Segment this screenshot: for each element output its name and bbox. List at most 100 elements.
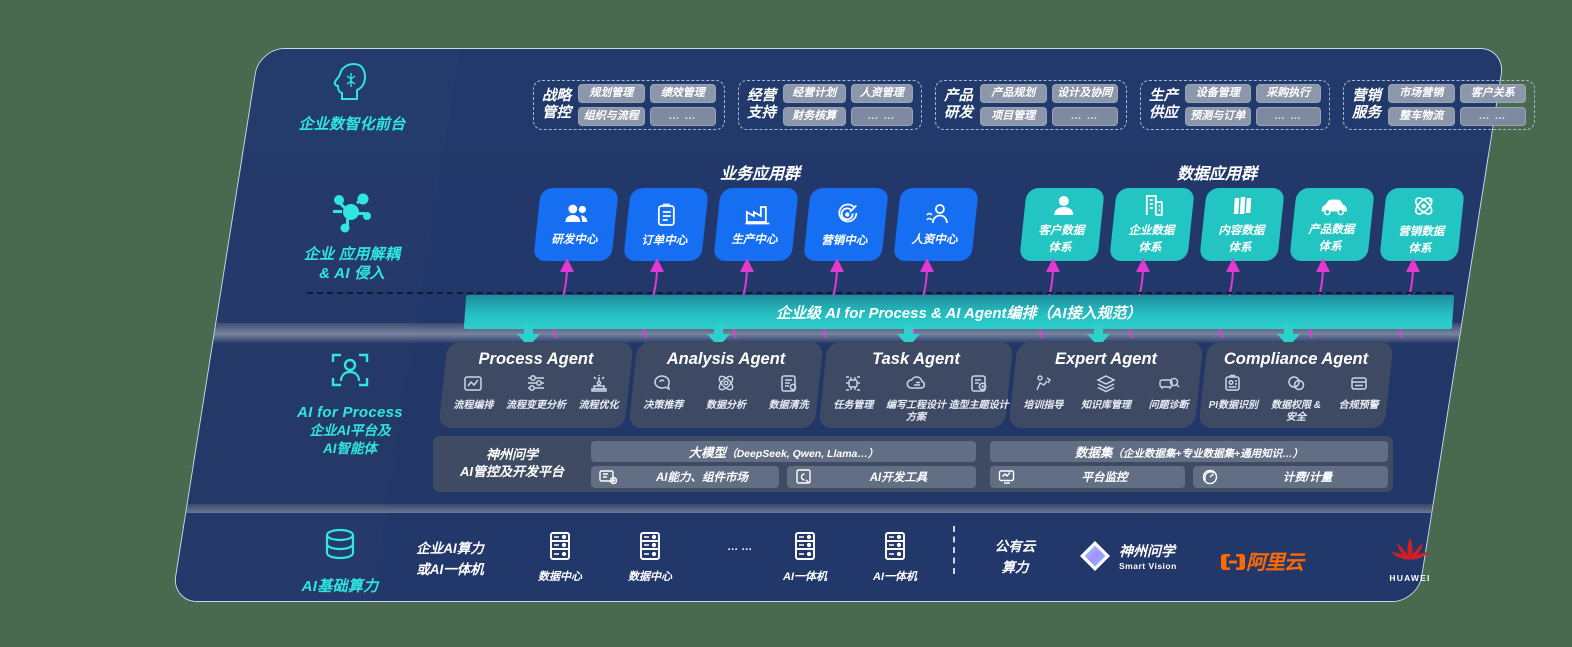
- rail-label-2: 企业AI平台及: [309, 423, 391, 438]
- platform-dev-tools[interactable]: AI开发工具: [787, 466, 976, 488]
- infra-node-ai-appliance-2[interactable]: AI一体机: [850, 530, 940, 584]
- app-card-order-center[interactable]: 订单中心: [623, 188, 709, 261]
- group-cell[interactable]: 设计及协同: [1051, 84, 1118, 103]
- platform-model-bar[interactable]: 大模型（DeepSeek, Qwen, Llama…）: [591, 441, 976, 462]
- rail-label: AI基础算力: [301, 578, 379, 595]
- agent-capability[interactable]: 决策推荐: [633, 373, 694, 412]
- agent-card-analysis[interactable]: Analysis Agent 决策推荐 数据分析 数据清洗: [628, 342, 824, 428]
- group-cell[interactable]: 设备管理: [1185, 84, 1251, 103]
- platform-dataset-bar[interactable]: 数据集（企业数据集+专业数据集+通用知识…）: [990, 441, 1388, 462]
- agent-card-process[interactable]: Process Agent 流程编排 流程变更分析 流程优化: [438, 342, 634, 428]
- agent-title: Task Agent: [872, 350, 960, 368]
- agent-capability[interactable]: 编写工程设计方案: [886, 373, 947, 423]
- platform-bar-label: AI能力、组件市场: [656, 472, 748, 484]
- atom-analysis-icon: [715, 373, 737, 398]
- dataset-bar-label: 数据集（企业数据集+专业数据集+通用知识…）: [1074, 446, 1304, 460]
- infra-node-ai-appliance-1[interactable]: AI一体机: [760, 530, 850, 584]
- agent-capability-label: 造型主题设计: [948, 400, 1009, 411]
- vendor-smart-vision[interactable]: 神州问学 Smart Vision: [1077, 538, 1177, 579]
- group-cell[interactable]: 规划管理: [578, 84, 645, 103]
- data-apps-title: 数据应用群: [1177, 166, 1258, 183]
- group-cell-more[interactable]: … …: [850, 107, 913, 126]
- group-name: 战略 管控: [542, 88, 571, 121]
- agent-capability-label: 数据清洗: [768, 400, 809, 411]
- infra-node-datacenter-1[interactable]: 数据中心: [515, 530, 605, 584]
- top-group-production[interactable]: 生产 供应 设备管理 采购执行 预测与订单 … …: [1140, 80, 1330, 130]
- agent-capability[interactable]: 知识库管理: [1076, 373, 1137, 412]
- agent-capability[interactable]: 数据分析: [696, 373, 757, 412]
- group-cell[interactable]: 项目管理: [980, 107, 1047, 126]
- gear-stack-icon: [588, 373, 610, 398]
- agent-capability[interactable]: 造型主题设计: [948, 373, 1009, 423]
- group-cell[interactable]: 整车物流: [1388, 107, 1455, 126]
- agent-capability[interactable]: 任务管理: [823, 373, 884, 423]
- group-cell[interactable]: 组织与流程: [578, 107, 645, 126]
- infra-public-cloud-label: 公有云 算力: [960, 538, 1070, 577]
- agent-capability[interactable]: PI数据识别: [1203, 373, 1264, 423]
- monitor-icon: [990, 468, 1024, 486]
- target-spiral-icon: [834, 202, 859, 231]
- top-group-strategy[interactable]: 战略 管控 规划管理 绩效管理 组织与流程 … …: [533, 80, 725, 130]
- group-cell[interactable]: 市场营销: [1388, 84, 1455, 103]
- market-components-icon: [591, 468, 625, 486]
- vendor-alibaba-cloud[interactable]: 阿里云: [1220, 546, 1304, 575]
- top-group-marketing[interactable]: 营销 服务 市场营销 客户关系 整车物流 … …: [1343, 80, 1535, 130]
- app-card-production-center[interactable]: 生产中心: [713, 188, 799, 261]
- vendor-name: 阿里云: [1246, 552, 1304, 574]
- group-cell-more[interactable]: … …: [649, 107, 716, 126]
- data-card-content[interactable]: 内容数据 体系: [1199, 188, 1285, 261]
- infra-node-ellipsis: … …: [695, 540, 785, 554]
- group-cell[interactable]: 产品规划: [980, 84, 1047, 103]
- group-cell[interactable]: 财务核算: [783, 107, 846, 126]
- data-card-product[interactable]: 产品数据 体系: [1289, 188, 1375, 261]
- group-cell-more[interactable]: … …: [1459, 107, 1526, 126]
- app-card-rnd-center[interactable]: 研发中心: [533, 188, 619, 261]
- agent-capability-label: 任务管理: [833, 400, 874, 411]
- agent-capability[interactable]: 合规预警: [1328, 373, 1389, 423]
- platform-components-market[interactable]: AI能力、组件市场: [591, 466, 779, 488]
- orchestration-divider: [307, 292, 1452, 294]
- group-cell[interactable]: 预测与订单: [1185, 107, 1251, 126]
- agent-capability[interactable]: 数据清洗: [758, 373, 819, 412]
- data-card-customer[interactable]: 客户数据 体系: [1019, 188, 1105, 261]
- alibaba-cloud-icon: 阿里云: [1220, 552, 1304, 574]
- vendor-huawei[interactable]: HUAWEI: [1375, 536, 1445, 583]
- agent-card-expert[interactable]: Expert Agent 培训指导 知识库管理 问题诊断: [1008, 342, 1204, 428]
- app-card-marketing-center[interactable]: 营销中心: [803, 188, 889, 261]
- agent-card-compliance[interactable]: Compliance Agent PI数据识别 数据权限 & 安全: [1198, 342, 1394, 428]
- database-cylinder-icon: [255, 526, 425, 571]
- data-card-label: 营销数据: [1398, 225, 1445, 238]
- group-cell-more[interactable]: … …: [1255, 107, 1321, 126]
- group-cell[interactable]: 客户关系: [1459, 84, 1526, 103]
- app-card-hr-center[interactable]: 人资中心: [893, 188, 979, 261]
- vendor-name: HUAWEI: [1389, 573, 1431, 583]
- platform-billing[interactable]: 计费/计量: [1193, 466, 1388, 488]
- agent-capability[interactable]: 培训指导: [1013, 373, 1074, 412]
- agent-capability-label: 问题诊断: [1148, 400, 1189, 411]
- top-group-rnd[interactable]: 产品 研发 产品规划 设计及协同 项目管理 … …: [935, 80, 1127, 130]
- top-group-operations[interactable]: 经营 支持 经营计划 人资管理 财务核算 … …: [738, 80, 922, 130]
- platform-monitoring[interactable]: 平台监控: [990, 466, 1185, 488]
- agent-card-task[interactable]: Task Agent 任务管理 编写工程设计方案 造型主题设计: [818, 342, 1014, 428]
- infra-node-datacenter-2[interactable]: 数据中心: [605, 530, 695, 584]
- infra-node-label: 数据中心: [628, 571, 672, 583]
- group-cell[interactable]: 人资管理: [850, 84, 913, 103]
- group-cell-more[interactable]: … …: [1051, 107, 1118, 126]
- building-chart-icon: [1142, 194, 1165, 221]
- group-cell[interactable]: 采购执行: [1255, 84, 1321, 103]
- agent-capability[interactable]: 流程优化: [568, 373, 629, 412]
- id-badge-icon: [1222, 373, 1244, 398]
- agent-capability[interactable]: 问题诊断: [1138, 373, 1199, 412]
- platform-bar-label: 平台监控: [1081, 472, 1128, 484]
- server-rack-icon: [545, 530, 575, 567]
- group-cell[interactable]: 绩效管理: [649, 84, 716, 103]
- agent-capability[interactable]: 流程变更分析: [506, 373, 567, 412]
- public-cloud-line1: 公有云: [994, 539, 1036, 554]
- group-cell[interactable]: 经营计划: [783, 84, 846, 103]
- infra-label-line2: 或AI一体机: [416, 562, 484, 577]
- agent-capability[interactable]: 流程编排: [443, 373, 504, 412]
- data-card-marketing[interactable]: 营销数据 体系: [1379, 188, 1465, 261]
- agent-capability[interactable]: 数据权限 & 安全: [1266, 373, 1327, 423]
- rail-front-office: 企业数智化前台: [267, 60, 437, 134]
- data-card-enterprise[interactable]: 企业数据 体系: [1109, 188, 1195, 261]
